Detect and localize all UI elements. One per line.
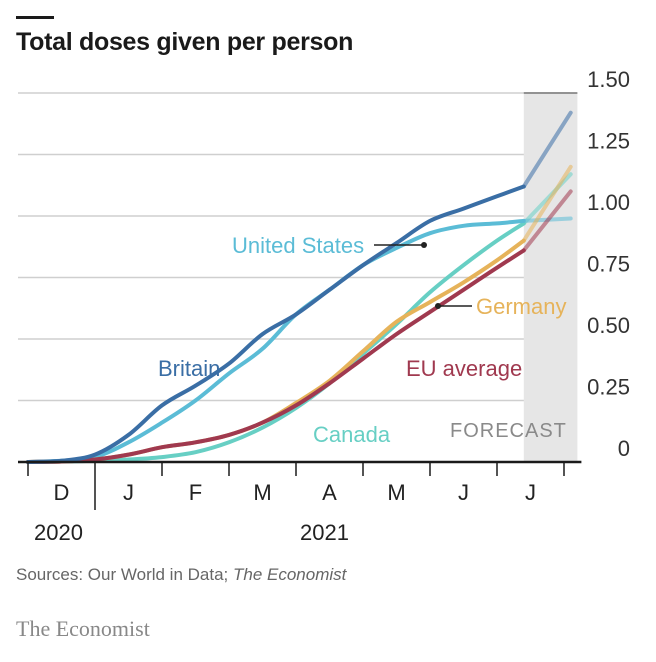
series-line-germany-forecast — [521, 164, 573, 243]
chart-title: Total doses given per person — [16, 28, 354, 56]
x-tick-label: D — [54, 480, 70, 505]
x-tick-label: A — [322, 480, 337, 505]
x-tick-label: J — [123, 480, 134, 505]
series-lines — [26, 110, 573, 464]
brand-logo: The Economist — [16, 616, 150, 641]
y-tick-labels: 0 0.25 0.50 0.75 1.00 1.25 1.50 — [587, 67, 630, 461]
series-line-canada — [26, 221, 526, 464]
source-italic: The Economist — [233, 565, 347, 584]
x-year-label: 2021 — [300, 520, 349, 545]
series-line-united-states — [26, 218, 526, 464]
line-chart: Britain United States Canada Germany EU aver… — [18, 67, 630, 545]
x-axis: D J F M A M J J 2020 2021 — [18, 460, 582, 545]
x-tick-label: F — [189, 480, 202, 505]
source-prefix: Sources: Our World in Data; — [16, 565, 233, 584]
x-year-label: 2020 — [34, 520, 83, 545]
y-tick-label: 0.75 — [587, 252, 630, 277]
y-tick-label: 1.00 — [587, 190, 630, 215]
x-tick-label: J — [458, 480, 469, 505]
x-tick-label: M — [387, 480, 405, 505]
x-tick-label: M — [253, 480, 271, 505]
series-label-canada: Canada — [313, 422, 391, 447]
y-tick-label: 0.50 — [587, 313, 630, 338]
forecast-region — [523, 93, 578, 462]
series-labels: Britain United States Canada Germany EU aver… — [158, 233, 566, 447]
label-leaders — [374, 242, 472, 309]
series-line-britain — [26, 184, 526, 464]
gridlines — [18, 92, 570, 402]
source-note: Sources: Our World in Data; The Economis… — [16, 565, 346, 585]
y-tick-label: 1.25 — [587, 129, 630, 154]
series-label-germany: Germany — [476, 294, 566, 319]
leader-dot-united-states — [421, 242, 427, 248]
leader-dot-germany — [435, 303, 441, 309]
series-line-britain-forecast — [521, 110, 573, 189]
top-rule — [16, 16, 54, 19]
series-label-britain: Britain — [158, 356, 220, 381]
x-tick-label: J — [525, 480, 536, 505]
y-tick-label: 0.25 — [587, 375, 630, 400]
series-label-united-states: United States — [232, 233, 364, 258]
y-tick-label: 0 — [618, 436, 630, 461]
forecast-label: FORECAST — [450, 420, 567, 442]
series-label-eu-average: EU average — [406, 356, 522, 381]
series-line-eu-average-forecast — [521, 189, 573, 253]
y-tick-label: 1.50 — [587, 67, 630, 92]
series-line-eu-average — [26, 248, 526, 464]
